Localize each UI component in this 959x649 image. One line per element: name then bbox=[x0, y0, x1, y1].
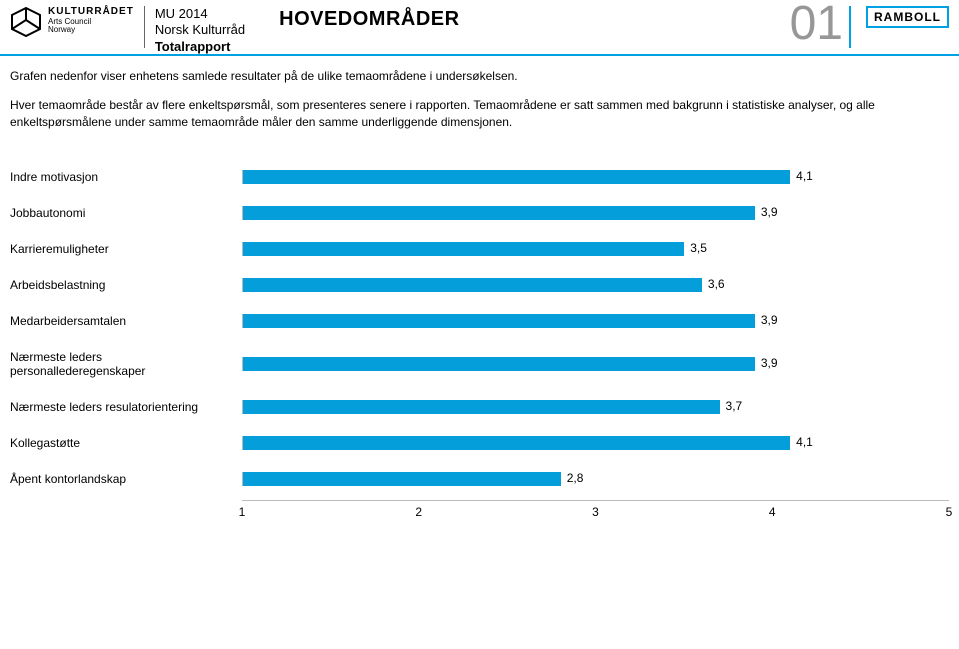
chart-row: Åpent kontorlandskap 2,8 bbox=[10, 472, 949, 486]
chart-row-label: Nærmeste leders personallederegenskaper bbox=[10, 350, 242, 378]
chart-row: Arbeidsbelastning 3,6 bbox=[10, 278, 949, 292]
page-number-separator bbox=[849, 6, 851, 48]
chart-bar-area: 3,7 bbox=[242, 400, 949, 414]
intro-p1: Grafen nedenfor viser enhetens samlede r… bbox=[10, 68, 949, 85]
chart-bar-area: 4,1 bbox=[242, 436, 949, 450]
chart-bar-area: 4,1 bbox=[242, 170, 949, 184]
chart-row: Indre motivasjon 4,1 bbox=[10, 170, 949, 184]
chart-axis-tick: 2 bbox=[415, 505, 422, 519]
logo-text-1: KULTURRÅDET bbox=[48, 7, 134, 18]
chart-row: Medarbeidersamtalen 3,9 bbox=[10, 314, 949, 328]
page-number: 01 bbox=[790, 0, 843, 48]
chart-bar-value: 3,9 bbox=[761, 356, 778, 370]
chart-bar bbox=[243, 170, 790, 184]
chart-bar-value: 3,9 bbox=[761, 205, 778, 219]
chart-bar bbox=[243, 472, 561, 486]
chart-row-label: Medarbeidersamtalen bbox=[10, 314, 242, 328]
chart-bar-value: 4,1 bbox=[796, 169, 813, 183]
chart-axis-tick: 5 bbox=[946, 505, 953, 519]
chart-row: Nærmeste leders resulatorientering 3,7 bbox=[10, 400, 949, 414]
chart-bar-area: 3,6 bbox=[242, 278, 949, 292]
chart-bar-value: 3,7 bbox=[726, 399, 743, 413]
chart-row-label: Arbeidsbelastning bbox=[10, 278, 242, 292]
intro-p2: Hver temaområde består av flere enkeltsp… bbox=[10, 97, 949, 131]
logo-text-3: Norway bbox=[48, 26, 134, 34]
chart-bar-value: 3,9 bbox=[761, 313, 778, 327]
chart-row-label: Kollegastøtte bbox=[10, 436, 242, 450]
chart-bar-area: 2,8 bbox=[242, 472, 949, 486]
chart-row-label: Åpent kontorlandskap bbox=[10, 472, 242, 486]
chart-bar-area: 3,9 bbox=[242, 357, 949, 371]
chart-axis-tick: 3 bbox=[592, 505, 599, 519]
chart-bar bbox=[243, 314, 755, 328]
chart-bar bbox=[243, 242, 684, 256]
chart-bar-area: 3,9 bbox=[242, 206, 949, 220]
brand-badge: RAMBOLL bbox=[866, 6, 949, 28]
page-number-wrap: 01 bbox=[790, 0, 851, 48]
chart-row: Kollegastøtte 4,1 bbox=[10, 436, 949, 450]
chart-row: Jobbautonomi 3,9 bbox=[10, 206, 949, 220]
chart-axis-tick: 1 bbox=[239, 505, 246, 519]
header-tot: Totalrapport bbox=[155, 39, 245, 55]
chart-row: Nærmeste leders personallederegenskaper 3… bbox=[10, 350, 949, 378]
chart-bar-value: 3,6 bbox=[708, 277, 725, 291]
chart-bar bbox=[243, 436, 790, 450]
chart-bar bbox=[243, 400, 720, 414]
chart-row-label: Karrieremuligheter bbox=[10, 242, 242, 256]
chart-bar bbox=[243, 206, 755, 220]
chart-row-label: Indre motivasjon bbox=[10, 170, 242, 184]
header: KULTURRÅDET Arts Council Norway MU 2014 … bbox=[0, 0, 959, 54]
chart-bar bbox=[243, 278, 702, 292]
chart-bar-value: 3,5 bbox=[690, 241, 707, 255]
chart-axis: 12345 bbox=[10, 500, 949, 518]
chart-bar-area: 3,5 bbox=[242, 242, 949, 256]
chart-row-label: Jobbautonomi bbox=[10, 206, 242, 220]
header-rule bbox=[0, 54, 959, 56]
chart-row-label: Nærmeste leders resulatorientering bbox=[10, 400, 242, 414]
bar-chart: Indre motivasjon 4,1 Jobbautonomi 3,9 Karrie… bbox=[0, 146, 959, 526]
header-nkr: Norsk Kulturråd bbox=[155, 22, 245, 38]
header-mu: MU 2014 bbox=[155, 6, 245, 22]
chart-bar-value: 2,8 bbox=[567, 471, 584, 485]
intro-text: Grafen nedenfor viser enhetens samlede r… bbox=[0, 64, 959, 146]
chart-row: Karrieremuligheter 3,5 bbox=[10, 242, 949, 256]
logo-icon bbox=[10, 6, 42, 38]
header-separator bbox=[144, 6, 145, 48]
logo-block: KULTURRÅDET Arts Council Norway bbox=[10, 6, 134, 38]
chart-axis-tick: 4 bbox=[769, 505, 776, 519]
chart-bar bbox=[243, 357, 755, 371]
chart-bar-value: 4,1 bbox=[796, 435, 813, 449]
header-mid: MU 2014 Norsk Kulturråd Totalrapport bbox=[155, 6, 245, 55]
chart-axis-area: 12345 bbox=[242, 500, 949, 518]
page-title: HOVEDOMRÅDER bbox=[279, 8, 459, 31]
chart-bar-area: 3,9 bbox=[242, 314, 949, 328]
